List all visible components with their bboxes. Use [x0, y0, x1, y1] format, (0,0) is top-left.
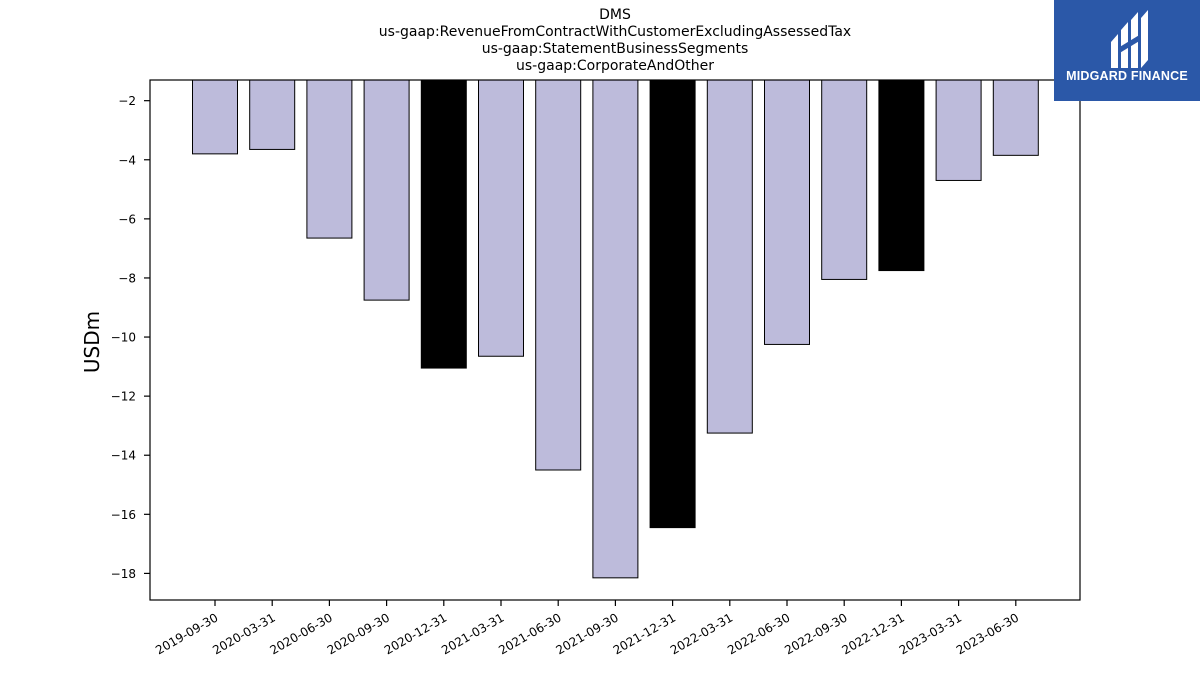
bar-2020-12-31	[420, 79, 467, 369]
title-line-2: us-gaap:RevenueFromContractWithCustomerE…	[378, 24, 852, 40]
y-axis: −2 −4 −6 −8 −10 −12 −14 −16 −18	[111, 94, 150, 581]
x-tick-label: 2021-12-31	[611, 610, 678, 657]
x-tick-label: 2022-12-31	[839, 610, 906, 657]
bar-2022-09-30	[821, 79, 868, 280]
y-tick-label: −2	[118, 94, 136, 108]
x-tick-label: 2020-06-30	[267, 610, 334, 657]
chart-title: DMS us-gaap:RevenueFromContractWithCusto…	[150, 7, 1080, 75]
x-axis: 2019-09-302020-03-312020-06-302020-09-30…	[153, 600, 1021, 657]
bars-group	[192, 79, 1039, 579]
bar-2023-06-30	[992, 79, 1039, 156]
bar-2022-03-31	[706, 79, 753, 434]
y-axis-label: USDm	[80, 311, 104, 373]
bar-2019-09-30	[192, 79, 238, 155]
y-tick-label: −4	[118, 153, 136, 167]
y-tick-label: −12	[111, 390, 136, 404]
x-tick-label: 2022-09-30	[782, 610, 849, 657]
x-tick-label: 2020-09-30	[325, 610, 392, 657]
x-tick-label: 2023-06-30	[954, 610, 1021, 657]
y-tick-label: −16	[111, 508, 136, 522]
bar-2022-06-30	[764, 79, 810, 345]
y-tick-label: −18	[111, 567, 136, 581]
y-tick-label: −8	[118, 271, 136, 285]
x-tick-label: 2021-06-30	[496, 610, 563, 657]
y-tick-label: −6	[118, 212, 136, 226]
y-tick-label: −10	[111, 331, 136, 345]
bar-2022-12-31	[878, 79, 925, 272]
x-tick-label: 2019-09-30	[153, 610, 220, 657]
bar-2021-06-30	[535, 79, 582, 471]
bar-2021-03-31	[478, 79, 524, 357]
x-tick-label: 2022-03-31	[668, 610, 735, 657]
title-line-1: DMS	[599, 7, 631, 23]
x-tick-label: 2021-09-30	[553, 610, 620, 657]
bar-2020-06-30	[306, 79, 353, 239]
midgard-finance-logo: MIDGARD FINANCE	[1054, 0, 1200, 101]
x-tick-label: 2022-06-30	[725, 610, 792, 657]
x-tick-label: 2020-12-31	[382, 610, 449, 657]
y-tick-label: −14	[111, 449, 136, 463]
bar-2020-09-30	[363, 79, 410, 301]
title-line-3: us-gaap:StatementBusinessSegments	[481, 41, 749, 57]
bar-2021-09-30	[592, 79, 639, 579]
x-tick-label: 2020-03-31	[210, 610, 277, 657]
logo-text: MIDGARD FINANCE	[1066, 69, 1188, 83]
bar-2020-03-31	[249, 79, 296, 150]
bar-2021-12-31	[649, 79, 696, 529]
x-tick-label: 2021-03-31	[439, 610, 506, 657]
midgard-logo-icon	[1111, 10, 1148, 68]
x-tick-label: 2023-03-31	[897, 610, 964, 657]
bar-2023-03-31	[935, 79, 982, 181]
title-line-4: us-gaap:CorporateAndOther	[516, 58, 714, 74]
